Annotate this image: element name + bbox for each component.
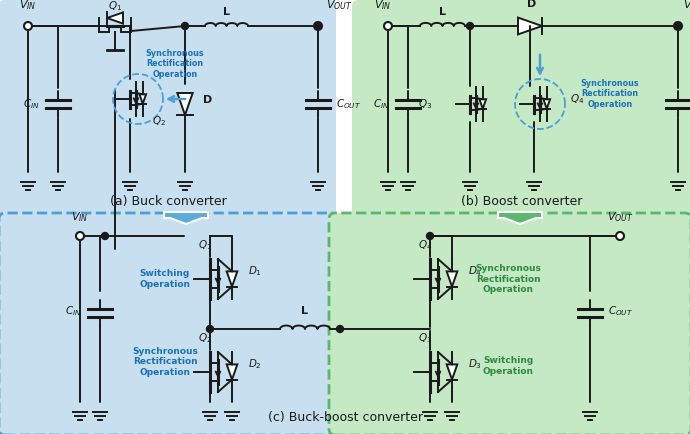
Text: $Q_1$: $Q_1$ <box>198 238 212 252</box>
Text: L: L <box>223 7 230 17</box>
Text: L: L <box>439 7 446 17</box>
Polygon shape <box>498 212 542 224</box>
Text: $C_{IN}$: $C_{IN}$ <box>373 97 390 111</box>
FancyBboxPatch shape <box>329 213 690 434</box>
Text: D: D <box>527 0 537 9</box>
Polygon shape <box>177 93 193 115</box>
Text: $D_1$: $D_1$ <box>248 264 262 278</box>
Text: $Q_3$: $Q_3$ <box>417 97 432 111</box>
Text: $V_{OUT}$: $V_{OUT}$ <box>683 0 690 12</box>
Polygon shape <box>446 365 457 380</box>
Text: $V_{OUT}$: $V_{OUT}$ <box>607 210 633 224</box>
Text: L: L <box>302 306 308 316</box>
Circle shape <box>675 23 682 30</box>
Text: Synchronous
Rectification
Operation: Synchronous Rectification Operation <box>132 347 198 377</box>
Text: $Q_1$: $Q_1$ <box>108 0 122 13</box>
Polygon shape <box>227 271 237 286</box>
Circle shape <box>181 23 188 30</box>
Polygon shape <box>164 212 208 224</box>
Text: $Q_4$: $Q_4$ <box>418 238 432 252</box>
Text: Synchronous
Rectification
Operation: Synchronous Rectification Operation <box>475 264 541 294</box>
Text: (b) Boost converter: (b) Boost converter <box>462 195 582 208</box>
Text: $C_{OUT}$: $C_{OUT}$ <box>608 304 633 318</box>
FancyBboxPatch shape <box>0 0 336 220</box>
Circle shape <box>616 232 624 240</box>
Polygon shape <box>480 99 486 109</box>
Circle shape <box>384 22 392 30</box>
Text: $C_{IN}$: $C_{IN}$ <box>23 97 40 111</box>
FancyBboxPatch shape <box>352 0 690 220</box>
Polygon shape <box>139 94 146 104</box>
Circle shape <box>24 22 32 30</box>
Text: $V_{OUT}$: $V_{OUT}$ <box>326 0 353 12</box>
Text: $Q_3$: $Q_3$ <box>418 331 432 345</box>
Circle shape <box>314 22 322 30</box>
Circle shape <box>337 326 344 332</box>
Polygon shape <box>446 271 457 286</box>
Text: D: D <box>203 95 213 105</box>
Text: $D_3$: $D_3$ <box>468 357 482 371</box>
Text: $C_{IN}$: $C_{IN}$ <box>66 304 82 318</box>
Polygon shape <box>544 99 550 109</box>
Circle shape <box>76 232 84 240</box>
Text: (c) Buck-boost converter: (c) Buck-boost converter <box>268 411 422 424</box>
Polygon shape <box>227 365 237 380</box>
Text: $V_{IN}$: $V_{IN}$ <box>19 0 37 12</box>
Polygon shape <box>518 18 542 34</box>
Text: $D_2$: $D_2$ <box>248 357 262 371</box>
Circle shape <box>674 22 682 30</box>
Text: $V_{IN}$: $V_{IN}$ <box>374 0 392 12</box>
Polygon shape <box>107 13 123 23</box>
Circle shape <box>426 233 433 240</box>
Text: $Q_4$: $Q_4$ <box>570 92 584 106</box>
FancyBboxPatch shape <box>0 213 337 434</box>
Text: $Q_2$: $Q_2$ <box>152 114 166 128</box>
Circle shape <box>206 326 213 332</box>
Text: Switching
Operation: Switching Operation <box>482 356 533 376</box>
Circle shape <box>466 23 473 30</box>
Circle shape <box>315 23 322 30</box>
Text: $D_4$: $D_4$ <box>468 264 482 278</box>
Text: $V_{IN}$: $V_{IN}$ <box>71 210 89 224</box>
Circle shape <box>101 233 108 240</box>
Text: $Q_2$: $Q_2$ <box>198 331 212 345</box>
Text: Synchronous
Rectification
Operation: Synchronous Rectification Operation <box>581 79 640 109</box>
Text: (a) Buck converter: (a) Buck converter <box>110 195 226 208</box>
Text: $C_{OUT}$: $C_{OUT}$ <box>336 97 361 111</box>
Text: Synchronous
Rectification
Operation: Synchronous Rectification Operation <box>146 49 204 79</box>
Text: Switching
Operation: Switching Operation <box>139 270 190 289</box>
